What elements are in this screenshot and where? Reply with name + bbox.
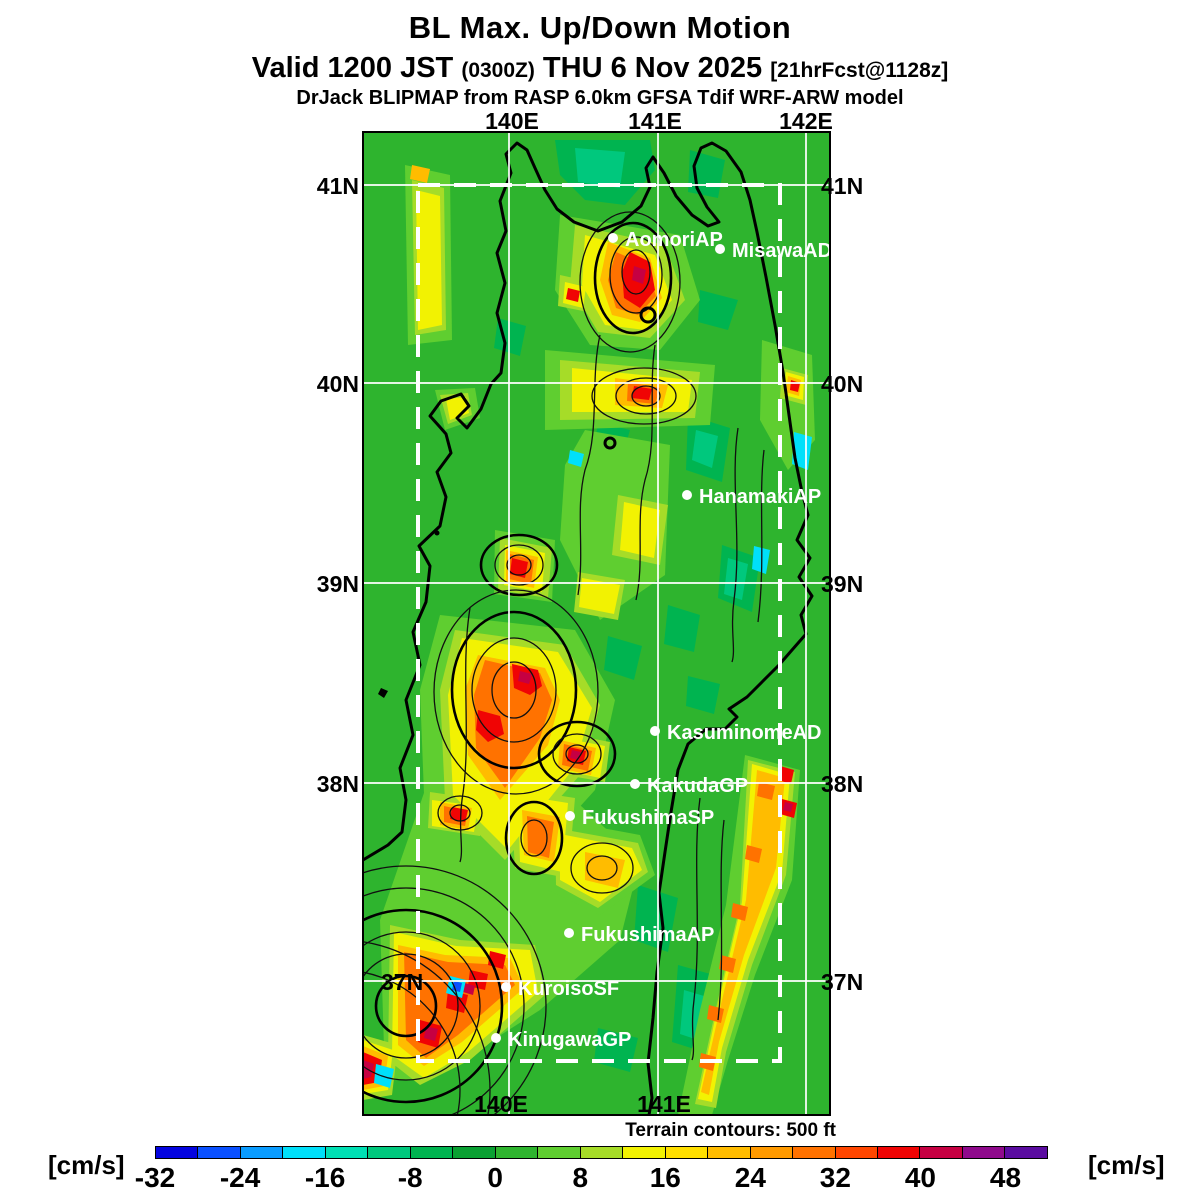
colorbar-segment: [920, 1147, 963, 1158]
colorbar-segment: [453, 1147, 496, 1158]
colorbar-segment: [325, 1147, 369, 1158]
colorbar-segment: [623, 1147, 666, 1158]
domain-box: [416, 183, 782, 1063]
colorbar-segment: [793, 1147, 836, 1158]
colorbar-tick: -8: [397, 1162, 423, 1193]
station-HanamakiAP: HanamakiAP: [682, 486, 821, 508]
colorbar-segment: [240, 1147, 284, 1158]
colorbar-tick: 8: [572, 1162, 589, 1193]
station-label: KasuminomeAD: [667, 722, 821, 744]
colorbar-tick: 0: [487, 1162, 503, 1193]
colorbar-tick: 32: [819, 1162, 851, 1193]
lon-label-bottom: 140E: [474, 1091, 528, 1117]
lat-label-left: 40N: [317, 371, 359, 397]
lon-label-bottom: 141E: [637, 1091, 691, 1117]
colorbar-segment: [835, 1147, 878, 1158]
station-dot: [715, 244, 725, 254]
lat-label-right: 41N: [821, 173, 863, 199]
forecast-tag: [21hrFcst@1128z]: [770, 59, 949, 82]
colorbar-segment: [368, 1147, 411, 1158]
lon-label-top: 141E: [628, 108, 682, 134]
station-FukushimaAP: FukushimaAP: [564, 924, 714, 946]
valid-line: Valid 1200 JST (0300Z) THU 6 Nov 2025 [2…: [0, 52, 1200, 85]
terrain-contours: [363, 211, 765, 1115]
page-title: BL Max. Up/Down Motion: [408, 10, 792, 45]
lon-label-top: 140E: [485, 108, 539, 134]
lat-label-right: 38N: [821, 771, 863, 797]
valid-date: THU 6 Nov 2025: [542, 52, 763, 84]
station-label: FukushimaSP: [582, 807, 714, 829]
geo-labels: 41N 41N 40N 40N 39N 39N 38N 38N 37N 37N 140E 141E 14…: [317, 108, 863, 1117]
station-AomoriAP: AomoriAP: [608, 229, 723, 251]
station-KuroisoSF: KuroisoSF: [501, 978, 619, 1000]
colorbar-segment: [962, 1147, 1006, 1158]
station-label: KinugawaGP: [508, 1029, 631, 1051]
station-KinugawaGP: KinugawaGP: [491, 1029, 631, 1051]
lat-label-left: 38N: [317, 771, 359, 797]
station-dot: [565, 811, 575, 821]
station-dot: [630, 779, 640, 789]
colorbar-segment: [708, 1147, 751, 1158]
station-dot: [501, 982, 511, 992]
colorbar-tick: 16: [649, 1162, 681, 1193]
colorbar-unit-right: [cm/s]: [1088, 1150, 1165, 1180]
colorbar-segment: [665, 1147, 709, 1158]
colorbar-segment: [283, 1147, 326, 1158]
station-markers: AomoriAP MisawaAD HanamakiAP KasuminomeAD Ka…: [491, 229, 832, 1051]
station-label: FukushimaAP: [581, 924, 714, 946]
model-line: DrJack BLIPMAP from RASP 6.0km GFSA Tdif…: [296, 87, 904, 109]
station-label: KuroisoSF: [518, 978, 619, 1000]
station-label: MisawaAD: [732, 240, 832, 262]
lon-label-top: 142E: [779, 108, 833, 134]
colorbar: [155, 1146, 1048, 1159]
map-frame: [362, 131, 831, 1116]
terrain-note: Terrain contours: 500 ft: [625, 1120, 836, 1141]
header: BL Max. Up/Down Motion Valid 1200 JST (0…: [0, 10, 1200, 110]
station-dot: [608, 233, 618, 243]
station-label: AomoriAP: [625, 229, 723, 251]
lat-label-left: 41N: [317, 173, 359, 199]
colorbar-segment: [410, 1147, 454, 1158]
colorbar-segment: [1005, 1147, 1047, 1158]
colorbar-tick: -16: [304, 1162, 346, 1193]
colorbar-segment: [538, 1147, 581, 1158]
colorbar-tick: -32: [134, 1162, 176, 1193]
colorbar-segment: [156, 1147, 199, 1158]
station-dot: [650, 726, 660, 736]
colorbar-segment: [198, 1147, 241, 1158]
station-label: KakudaGP: [647, 775, 748, 797]
valid-prefix: Valid 1200 JST: [251, 52, 454, 84]
station-KakudaGP: KakudaGP: [630, 775, 748, 797]
station-dot: [491, 1033, 501, 1043]
colorbar-segment: [495, 1147, 539, 1158]
station-label: HanamakiAP: [699, 486, 821, 508]
colorbar-tick: 40: [904, 1162, 936, 1193]
colorbar-tick: -24: [219, 1162, 261, 1193]
colorbar-unit-left: [cm/s]: [48, 1150, 125, 1180]
lat-label-right: 37N: [821, 969, 863, 995]
lat-label-left: 37N: [381, 969, 423, 995]
station-FukushimaSP: FukushimaSP: [565, 807, 714, 829]
colorbar-tick: 24: [734, 1162, 766, 1193]
colorbar-tick: 48: [989, 1162, 1022, 1193]
station-dot: [682, 490, 692, 500]
station-KasuminomeAD: KasuminomeAD: [650, 722, 821, 744]
lat-label-right: 39N: [821, 571, 863, 597]
coastline: [363, 141, 814, 1115]
colorbar-segment: [580, 1147, 624, 1158]
colorbar-segment: [750, 1147, 794, 1158]
station-dot: [564, 928, 574, 938]
lat-label-left: 39N: [317, 571, 359, 597]
lat-label-right: 40N: [821, 371, 863, 397]
colorbar-segment: [877, 1147, 921, 1158]
blue-sink-core: [452, 981, 462, 992]
valid-zulu: (0300Z): [461, 59, 535, 82]
station-MisawaAD: MisawaAD: [715, 240, 832, 262]
